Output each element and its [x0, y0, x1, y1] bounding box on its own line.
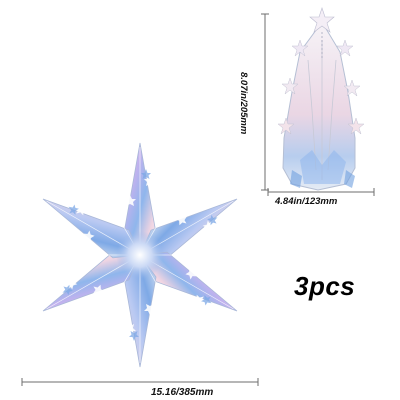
star-width-dimension-label: 15.16/385mm — [151, 387, 214, 398]
folded-star-lantern-icon — [277, 7, 365, 191]
quantity-label: 3pcs — [294, 271, 356, 301]
side-width-dimension-line — [267, 188, 375, 196]
star-width-dimension-line — [21, 378, 259, 386]
hexagram-paper-star-icon — [42, 142, 238, 368]
side-width-dimension-label: 4.84in/123mm — [275, 196, 338, 207]
height-dimension-label: 8.07in/205mm — [238, 72, 249, 135]
height-dimension-line — [261, 13, 269, 191]
